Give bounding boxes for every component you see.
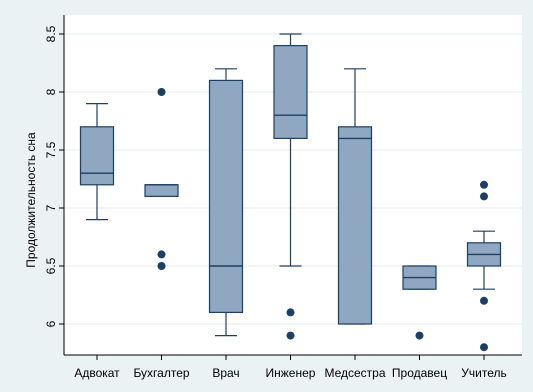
box-group — [273, 33, 308, 340]
outlier-point — [480, 180, 488, 189]
x-tick-layer: Адвокат Бухгалтер Врач Инженер Медсестра Прод… — [74, 355, 507, 380]
y-tick-label: 8 — [44, 88, 58, 95]
y-tick-label: 6 — [44, 320, 58, 327]
outlier-point — [157, 262, 166, 270]
y-tick-label: 7 — [44, 204, 58, 211]
box-group — [144, 88, 179, 270]
y-tick-layer: 6 6.5 7 7.5 8 8.5 — [44, 25, 64, 327]
y-tick-label: 6.5 — [44, 257, 58, 274]
iqr-box — [79, 126, 115, 186]
x-tick-label: Бухгалтер — [133, 366, 189, 380]
outlier-point — [480, 343, 488, 352]
iqr-box — [144, 184, 179, 198]
outlier-point — [480, 296, 488, 305]
box-group — [466, 180, 502, 352]
outlier-point — [286, 331, 295, 340]
outlier-point — [415, 331, 424, 340]
y-axis-title: Продолжительность сна — [24, 132, 38, 268]
box-group — [337, 68, 373, 325]
x-tick-label: Инженер — [266, 366, 316, 380]
y-tick-label: 7.5 — [44, 141, 58, 158]
box-layer — [79, 33, 502, 352]
outlier-point — [480, 192, 488, 201]
x-tick-label: Учитель — [461, 366, 506, 380]
iqr-box — [273, 44, 308, 140]
x-tick-label: Продавец — [392, 366, 447, 380]
iqr-box — [208, 79, 244, 314]
y-tick-label: 8.5 — [44, 25, 58, 42]
iqr-box — [337, 126, 373, 325]
outlier-point — [157, 88, 166, 96]
outlier-point — [157, 250, 166, 259]
x-tick-label: Адвокат — [74, 366, 120, 380]
x-tick-label: Медсестра — [324, 366, 385, 380]
box-group — [79, 102, 115, 221]
box-group — [208, 68, 244, 337]
box-group — [402, 265, 437, 340]
outlier-point — [286, 308, 295, 317]
x-tick-label: Врач — [212, 366, 239, 380]
